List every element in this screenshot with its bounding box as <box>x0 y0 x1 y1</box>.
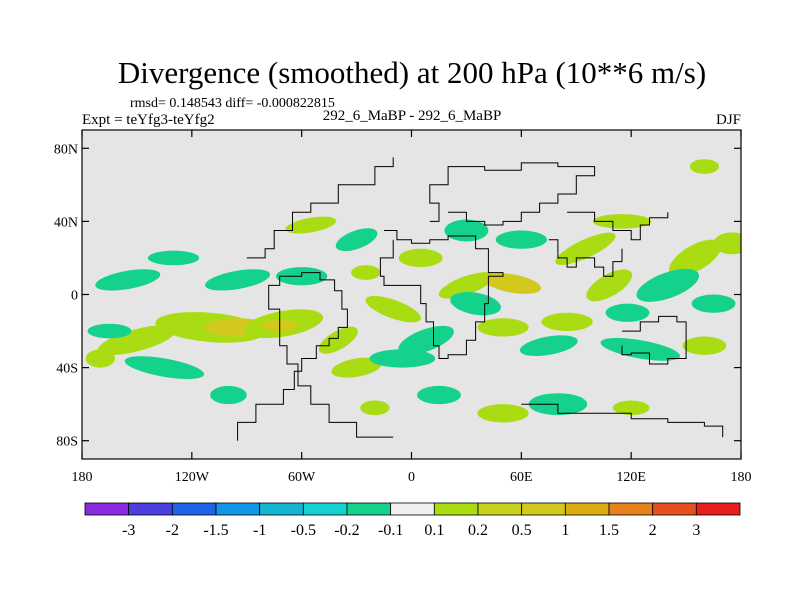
field-blob-40 <box>600 337 681 361</box>
colorbar-label-8: 0.2 <box>468 522 488 539</box>
field-blob-9 <box>365 295 421 323</box>
chart-stats: rmsd= 0.148543 diff= -0.000822815 <box>130 96 335 111</box>
colorbar-swatch-6 <box>346 502 392 516</box>
field-blob-35 <box>444 219 489 242</box>
field-blob-19 <box>713 232 741 255</box>
colorbar-label-12: 2 <box>649 522 657 539</box>
field-blob-17 <box>592 214 652 229</box>
colorbar: -3 -2 -1.5 -1 -0.5 -0.2 -0.1 0.1 0.2 0.5 1 1.5 2 3 <box>84 502 741 539</box>
field-blob-22 <box>612 400 650 416</box>
field-blob-41 <box>636 268 700 302</box>
colorbar-swatch-7 <box>390 502 435 516</box>
coastline-1 <box>246 157 394 259</box>
colorbar-label-7: 0.1 <box>424 522 444 539</box>
field-blob-5 <box>318 326 358 354</box>
field-blob-32 <box>369 349 436 368</box>
colorbar-swatch-10 <box>521 502 566 516</box>
y-axis: 80N 40N 0 40S 80S <box>54 142 741 450</box>
x-tick-label-5: 120E <box>616 470 646 485</box>
colorbar-label-4: -0.5 <box>291 522 316 539</box>
y-tick-label-1: 40N <box>54 215 78 230</box>
field-blob-42 <box>691 294 736 313</box>
y-tick-label-3: 40S <box>56 362 78 377</box>
colorbar-label-9: 0.5 <box>512 522 532 539</box>
x-axis: 180 120W 60W 0 60E 120E 180 <box>72 130 752 485</box>
y-tick-label-4: 80S <box>56 435 78 450</box>
chart-subtitle: 292_6_MaBP - 292_6_MaBP <box>323 108 502 124</box>
coastline-6 <box>621 315 687 365</box>
y-tick-label-0: 80N <box>54 142 78 157</box>
colorbar-swatch-0 <box>84 502 130 516</box>
colorbar-label-13: 3 <box>692 522 700 539</box>
field-blob-24 <box>689 159 720 174</box>
chart-experiment: Expt = teYfg3-teYfg2 <box>82 112 215 128</box>
divergence-field <box>85 159 741 423</box>
field-blob-31 <box>335 228 378 252</box>
field-blob-33 <box>398 325 454 355</box>
field-blob-43 <box>605 303 650 322</box>
x-tick-label-1: 120W <box>175 470 210 485</box>
colorbar-swatch-4 <box>259 502 304 516</box>
colorbar-swatch-1 <box>128 502 173 516</box>
colorbar-swatch-13 <box>652 502 697 516</box>
field-blob-8 <box>351 265 381 280</box>
colorbar-label-3: -1 <box>253 522 266 539</box>
field-blob-21 <box>477 404 529 423</box>
colorbar-label-6: -0.1 <box>378 522 403 539</box>
field-blob-44 <box>210 385 247 405</box>
field-blob-29 <box>205 269 271 291</box>
field-blob-28 <box>87 323 132 339</box>
colorbar-swatch-9 <box>477 502 523 516</box>
field-blob-12 <box>477 318 529 337</box>
x-tick-label-4: 60E <box>510 470 533 485</box>
x-tick-label-6: 180 <box>731 470 752 485</box>
field-blob-10 <box>398 248 443 268</box>
field-blob-34 <box>416 385 461 405</box>
field-blob-16 <box>586 269 633 302</box>
colorbar-swatch-14 <box>695 502 741 516</box>
field-blob-7 <box>285 216 337 234</box>
coastline-7 <box>521 403 724 438</box>
coastline-3 <box>429 162 596 226</box>
field-blob-14 <box>541 312 593 332</box>
colorbar-label-2: -1.5 <box>203 522 228 539</box>
x-tick-label-3: 0 <box>408 470 415 485</box>
field-blob-6 <box>331 357 382 378</box>
coastline-outline <box>237 157 724 441</box>
field-blob-27 <box>124 356 205 380</box>
field-blob-38 <box>519 335 578 357</box>
x-tick-label-2: 60W <box>288 470 316 485</box>
chart-season: DJF <box>716 112 741 128</box>
field-blob-26 <box>147 250 200 266</box>
field-blob-11 <box>438 272 495 299</box>
colorbar-swatch-2 <box>171 502 217 516</box>
colorbar-label-1: -2 <box>166 522 179 539</box>
field-blob-15 <box>555 232 616 266</box>
colorbar-label-5: -0.2 <box>334 522 359 539</box>
colorbar-swatch-8 <box>433 502 479 516</box>
coastline-4 <box>567 211 669 241</box>
chart-title: Divergence (smoothed) at 200 hPa (10**6 … <box>118 55 706 90</box>
field-blob-45 <box>85 349 115 368</box>
coastline-0 <box>237 272 394 441</box>
field-blob-37 <box>495 230 547 249</box>
colorbar-label-11: 1.5 <box>599 522 619 539</box>
colorbar-label-0: -3 <box>122 522 135 539</box>
y-tick-label-2: 0 <box>71 289 78 304</box>
coastline-2 <box>379 230 504 359</box>
colorbar-label-10: 1 <box>561 522 569 539</box>
x-tick-label-0: 180 <box>72 470 93 485</box>
field-blob-25 <box>95 269 161 291</box>
colorbar-swatch-3 <box>215 502 261 516</box>
colorbar-swatch-12 <box>608 502 654 516</box>
field-blob-18 <box>669 239 722 277</box>
field-blob-23 <box>360 400 390 416</box>
field-blob-20 <box>682 336 727 355</box>
coastline-5 <box>548 239 623 277</box>
field-blob-0 <box>97 325 176 356</box>
field-blob-13 <box>483 273 542 294</box>
colorbar-swatch-5 <box>302 502 348 516</box>
colorbar-swatch-11 <box>564 502 610 516</box>
